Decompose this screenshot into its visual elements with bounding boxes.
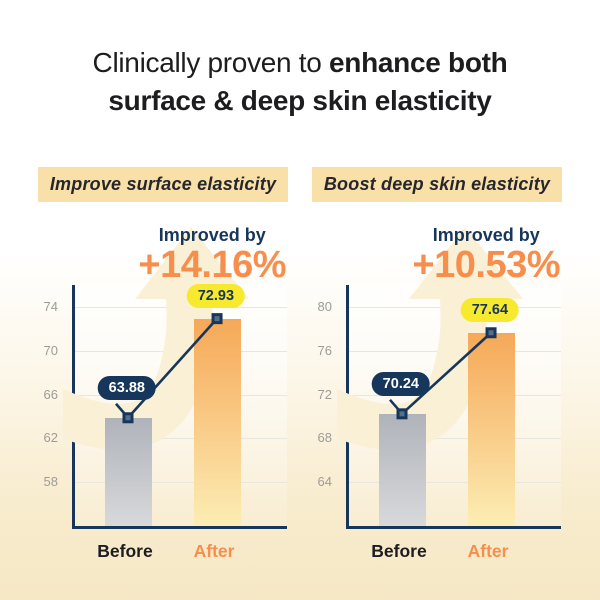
improvement-percent: +10.53% (412, 244, 560, 287)
after-bar (467, 332, 515, 527)
surface-panel-header: Improve surface elasticity (38, 167, 288, 203)
plot-area: 63.88 72.93 (63, 227, 287, 530)
before-bar (378, 413, 426, 527)
y-tick-label: 68 (317, 430, 332, 446)
deep-panel-header: Boost deep skin elasticity (312, 167, 562, 203)
y-tick-label: 62 (43, 430, 58, 446)
improved-by-label: Improved by (432, 225, 540, 246)
surface-improvement-callout: Improved by +14.16% (138, 225, 286, 285)
plot-area: 70.24 77.64 (337, 227, 561, 530)
charts-container: Improve surface elasticity Improved by +… (0, 167, 600, 569)
y-tick-label: 76 (317, 342, 332, 358)
title-bold-text: enhance both (329, 47, 508, 78)
y-tick-label: 58 (43, 474, 58, 490)
gridline (75, 482, 287, 484)
trend-connector (115, 313, 223, 424)
y-axis-ticks: 64 68 72 76 80 (304, 285, 332, 526)
page-title: Clinically proven to enhance both surfac… (0, 0, 600, 119)
before-value-badge: 63.88 (97, 375, 156, 400)
after-value-badge: 77.64 (460, 297, 520, 322)
after-value-badge: 72.93 (186, 283, 246, 308)
deep-elasticity-panel: Boost deep skin elasticity Improved by +… (312, 167, 562, 569)
surface-elasticity-chart: 58 62 66 70 74 63.88 72.93 (38, 227, 288, 531)
surface-elasticity-panel: Improve surface elasticity Improved by +… (38, 167, 288, 569)
improvement-percent: +14.16% (138, 244, 286, 287)
y-tick-label: 64 (317, 474, 332, 490)
y-tick-label: 80 (317, 298, 332, 314)
after-label: After (193, 541, 235, 562)
y-tick-label: 70 (43, 342, 58, 358)
y-tick-label: 74 (43, 298, 58, 314)
title-regular-text: Clinically proven to (92, 47, 330, 78)
x-axis-labels: Before After (312, 541, 562, 569)
y-axis-ticks: 58 62 66 70 74 (30, 285, 58, 526)
before-label: Before (97, 541, 153, 562)
improved-by-label: Improved by (158, 225, 266, 246)
deep-panel-header-label: Boost deep skin elasticity (323, 174, 551, 195)
deep-improvement-callout: Improved by +10.53% (412, 225, 560, 285)
title-line-2: surface & deep skin elasticity (108, 84, 492, 116)
trend-connector (389, 327, 497, 420)
x-axis-labels: Before After (38, 541, 288, 569)
before-label: Before (371, 541, 427, 562)
y-tick-label: 72 (317, 386, 332, 402)
y-tick-label: 66 (43, 386, 58, 402)
before-bar (104, 417, 152, 527)
gridline (349, 482, 561, 484)
deep-elasticity-chart: 64 68 72 76 80 70.24 77.64 (312, 227, 562, 531)
after-bar (193, 318, 241, 527)
surface-panel-header-label: Improve surface elasticity (49, 174, 277, 195)
after-label: After (467, 541, 509, 562)
title-line-1: Clinically proven to enhance both (0, 44, 600, 82)
before-value-badge: 70.24 (371, 371, 430, 396)
